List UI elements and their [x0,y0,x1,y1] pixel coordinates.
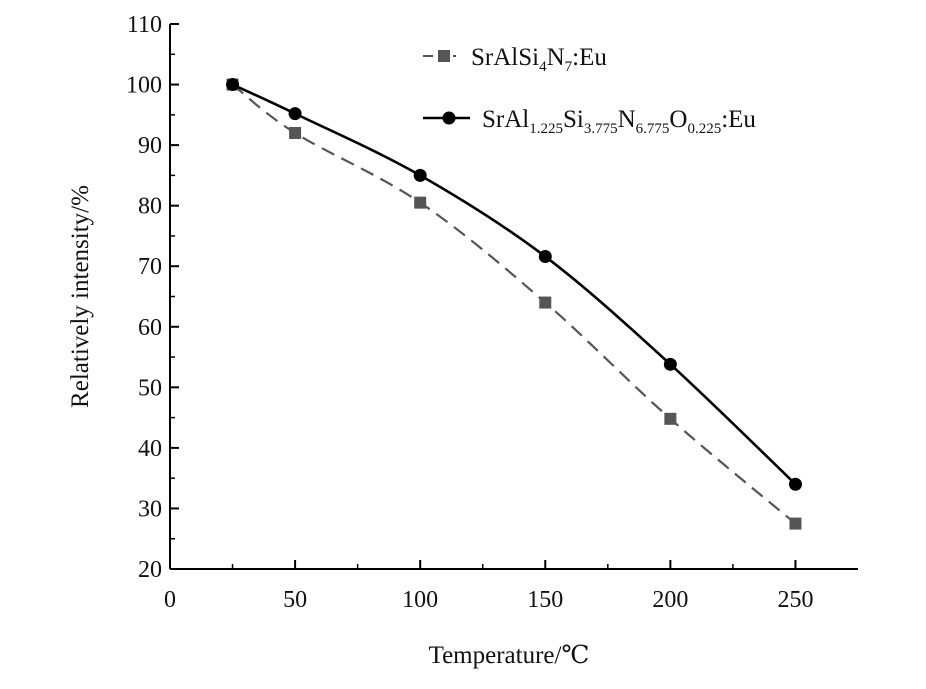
data-point-circle [413,168,427,182]
legend-item-2: SrAl1.225Si3.775N6.775O0.225:Eu [423,106,756,137]
y-tick-label: 30 [138,496,162,522]
series-2 [226,78,802,491]
data-point-square [789,517,802,530]
y-tick-label: 60 [138,315,162,341]
x-tick-label: 200 [652,587,688,613]
legend-marker-circle [442,111,456,125]
legend-label: SrAlSi4N7:Eu [471,44,607,75]
series-line [231,83,797,486]
data-point-square [414,196,427,209]
x-tick-label: 50 [283,587,307,613]
x-tick-label: 150 [527,587,563,613]
legend-marker-square [438,50,450,62]
axes: 20 30 40 50 60 70 80 90 100 110 0 50 100 150 200 250 [126,12,858,613]
series-layer [226,78,802,530]
y-tick-label: 100 [126,73,162,99]
y-tick-label: 110 [127,12,162,38]
y-tick-label: 50 [138,375,162,401]
data-point-circle [663,357,677,371]
data-point-circle [226,78,240,92]
y-tick-label: 90 [138,133,162,159]
x-tick-label: 0 [164,587,176,613]
y-axis-title: Relatively intensity/% [67,185,94,408]
data-point-square [664,412,677,425]
x-tick-label: 100 [402,587,438,613]
series-line [231,83,797,525]
x-axis-title: Temperature/℃ [429,642,590,669]
data-point-circle [788,477,802,491]
legend: SrAlSi4N7:Eu SrAl1.225Si3.775N6.775O0.225… [423,44,756,137]
data-point-circle [288,107,302,121]
data-point-circle [538,250,552,264]
y-tick-label: 80 [138,194,162,220]
x-tick-label: 250 [777,587,813,613]
y-tick-label: 70 [138,254,162,280]
legend-item-1: SrAlSi4N7:Eu [423,44,607,75]
data-point-square [289,127,302,139]
y-tick-label: 40 [138,436,162,462]
data-point-square [539,296,552,309]
series-1 [226,78,802,530]
y-tick-label: 20 [138,557,162,583]
legend-label: SrAl1.225Si3.775N6.775O0.225:Eu [482,106,756,137]
